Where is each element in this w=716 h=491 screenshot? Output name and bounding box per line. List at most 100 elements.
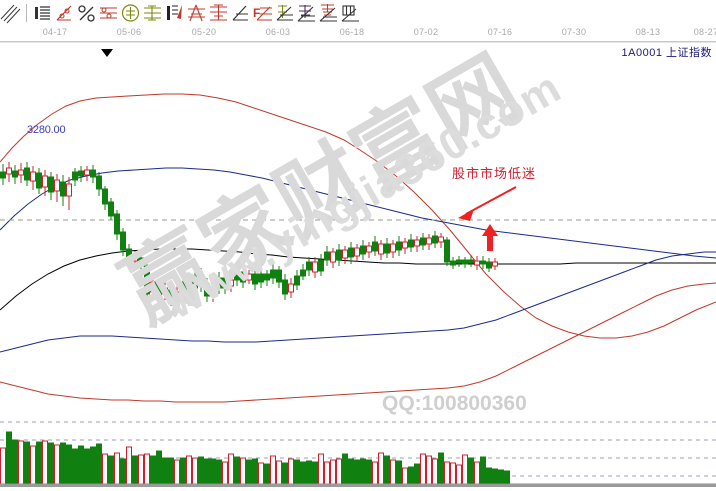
drawing-tools-toolbar: F	[0, 0, 716, 26]
bars-panel-icon[interactable]	[32, 2, 53, 24]
date-tick-label: 04-17	[42, 27, 68, 37]
candlestick	[372, 236, 378, 256]
volume-bar	[474, 461, 480, 485]
volume-bar	[384, 455, 390, 485]
volume-bar	[270, 455, 276, 485]
percent-levels-icon[interactable]	[98, 2, 119, 24]
volume-bar	[114, 452, 120, 485]
trend-lines-icon[interactable]	[0, 2, 21, 24]
volume-bar	[360, 458, 366, 485]
fan-lines-icon[interactable]	[186, 2, 207, 24]
candlestick	[222, 274, 228, 294]
percent-trend-icon[interactable]	[54, 2, 75, 24]
f-levels-icon[interactable]: F	[252, 2, 273, 24]
percent-icon[interactable]	[76, 2, 97, 24]
axis-rule	[0, 41, 716, 42]
date-tick-label: 07-30	[561, 27, 587, 37]
date-tick-label: 08-13	[635, 27, 661, 37]
volume-bar	[438, 452, 444, 485]
volume-bar	[330, 459, 336, 485]
candlestick	[420, 233, 426, 250]
volume-bar	[174, 459, 180, 485]
candlestick	[246, 270, 252, 284]
volume-bar	[12, 439, 18, 485]
candlestick	[444, 237, 450, 266]
volume-bar	[408, 466, 414, 485]
candlestick	[258, 268, 264, 288]
cn-jin-icon[interactable]	[296, 2, 317, 24]
gold-levels-icon[interactable]	[142, 2, 163, 24]
candlestick	[324, 246, 330, 266]
angle-line-icon[interactable]	[230, 2, 251, 24]
volume-bar	[180, 457, 186, 485]
candlestick	[150, 276, 156, 300]
candlestick	[204, 278, 210, 302]
volume-bar	[468, 457, 474, 485]
annotation-text: 股市市场低迷	[452, 166, 537, 181]
pen-marker-icon[interactable]	[164, 2, 185, 24]
volume-bar	[486, 467, 492, 485]
candlestick	[426, 234, 432, 250]
candlestick	[198, 268, 204, 292]
candlestick	[318, 254, 324, 276]
volume-bar	[54, 444, 60, 485]
candlestick	[90, 165, 96, 183]
volume-bar	[414, 463, 420, 485]
volume-bar	[318, 453, 324, 485]
candlestick	[180, 278, 186, 300]
volume-bar	[48, 442, 54, 485]
four-levels-icon[interactable]	[340, 2, 361, 24]
volume-bar	[348, 458, 354, 485]
date-tick-label: 06-03	[265, 27, 291, 37]
volume-bar	[216, 459, 222, 485]
candlestick	[432, 231, 438, 248]
candlestick	[234, 268, 240, 286]
candlestick	[36, 168, 42, 194]
candlestick	[210, 284, 216, 302]
candlestick	[120, 228, 126, 256]
gold-box-icon[interactable]	[208, 2, 229, 24]
price-label: 3280.00	[27, 124, 66, 136]
volume-bar	[324, 461, 330, 485]
volume-bar	[198, 456, 204, 485]
volume-bar	[366, 459, 372, 485]
candlestick	[276, 266, 282, 288]
date-tick-label: 07-02	[413, 27, 439, 37]
candlestick	[438, 233, 444, 248]
volume-bar	[102, 453, 108, 485]
price-chart-pane[interactable]	[0, 44, 716, 416]
volume-bar	[456, 464, 462, 485]
volume-bar	[252, 458, 258, 485]
date-tick-label: 07-16	[487, 27, 513, 37]
candlestick	[264, 270, 270, 286]
candlestick	[30, 166, 36, 190]
volume-bar	[390, 459, 396, 485]
candlestick	[486, 258, 492, 272]
volume-bar	[144, 453, 150, 485]
candlestick	[156, 278, 162, 302]
candlestick	[108, 198, 114, 220]
volume-bar	[126, 446, 132, 485]
candlestick	[492, 258, 498, 270]
volume-bar	[150, 455, 156, 485]
annotation-arrow-diagonal-icon	[458, 186, 517, 221]
volume-bar	[84, 448, 90, 485]
cn-kuo-icon[interactable]	[318, 2, 339, 24]
indicator-line-lower-band-red	[0, 282, 716, 403]
candlestick	[138, 253, 144, 272]
gold-circle-icon[interactable]	[120, 2, 141, 24]
volume-chart-pane[interactable]	[0, 418, 716, 486]
volume-bar	[90, 446, 96, 485]
date-tick-label: 05-06	[116, 27, 142, 37]
candlestick	[0, 164, 6, 185]
indicator-line-lower-mid-band-blue	[0, 251, 716, 353]
volume-bar	[294, 459, 300, 485]
candlestick	[390, 240, 396, 258]
gold-angle-icon[interactable]	[274, 2, 295, 24]
candlestick	[72, 168, 78, 186]
candlestick	[42, 170, 48, 196]
candlestick	[378, 240, 384, 260]
candlestick	[228, 274, 234, 292]
volume-bar	[66, 444, 72, 485]
volume-bar	[36, 441, 42, 485]
